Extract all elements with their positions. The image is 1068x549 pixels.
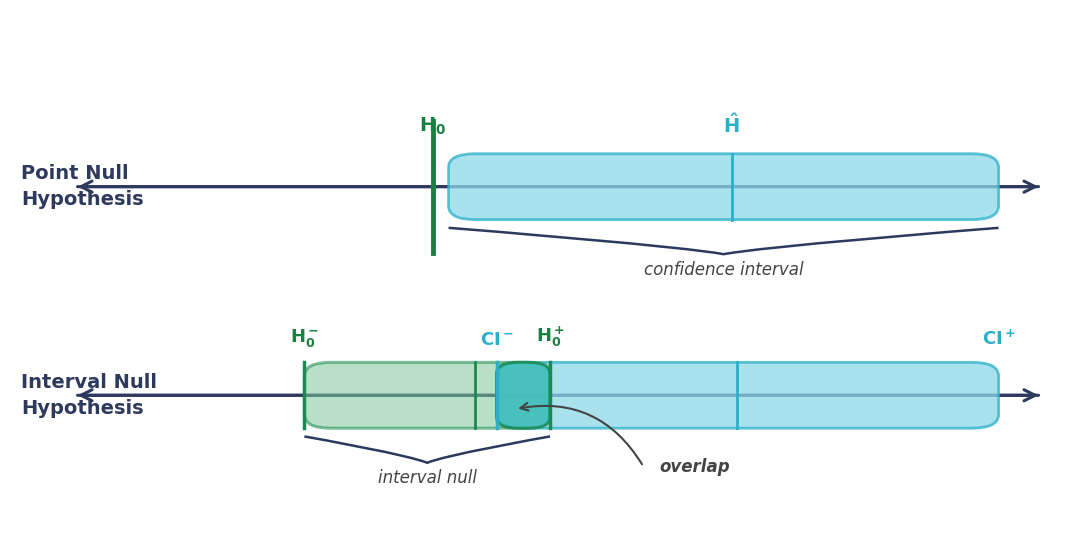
Text: confidence interval: confidence interval <box>644 261 803 279</box>
Text: $\mathbf{CI^+}$: $\mathbf{CI^+}$ <box>981 329 1016 349</box>
FancyBboxPatch shape <box>304 362 550 428</box>
Text: $\mathbf{H_0^-}$: $\mathbf{H_0^-}$ <box>289 327 319 349</box>
Text: interval null: interval null <box>378 469 476 488</box>
FancyBboxPatch shape <box>497 362 999 428</box>
Text: Interval Null
Hypothesis: Interval Null Hypothesis <box>21 373 157 418</box>
Text: $\mathbf{\hat{H}}$: $\mathbf{\hat{H}}$ <box>723 113 740 137</box>
FancyBboxPatch shape <box>497 362 550 428</box>
Text: $\mathbf{H_0^+}$: $\mathbf{H_0^+}$ <box>535 324 565 349</box>
FancyBboxPatch shape <box>449 154 999 220</box>
Text: $\mathbf{H_0}$: $\mathbf{H_0}$ <box>419 116 446 137</box>
Text: overlap: overlap <box>660 458 731 475</box>
Text: $\mathbf{CI^-}$: $\mathbf{CI^-}$ <box>480 330 514 349</box>
Text: Point Null
Hypothesis: Point Null Hypothesis <box>21 164 144 209</box>
